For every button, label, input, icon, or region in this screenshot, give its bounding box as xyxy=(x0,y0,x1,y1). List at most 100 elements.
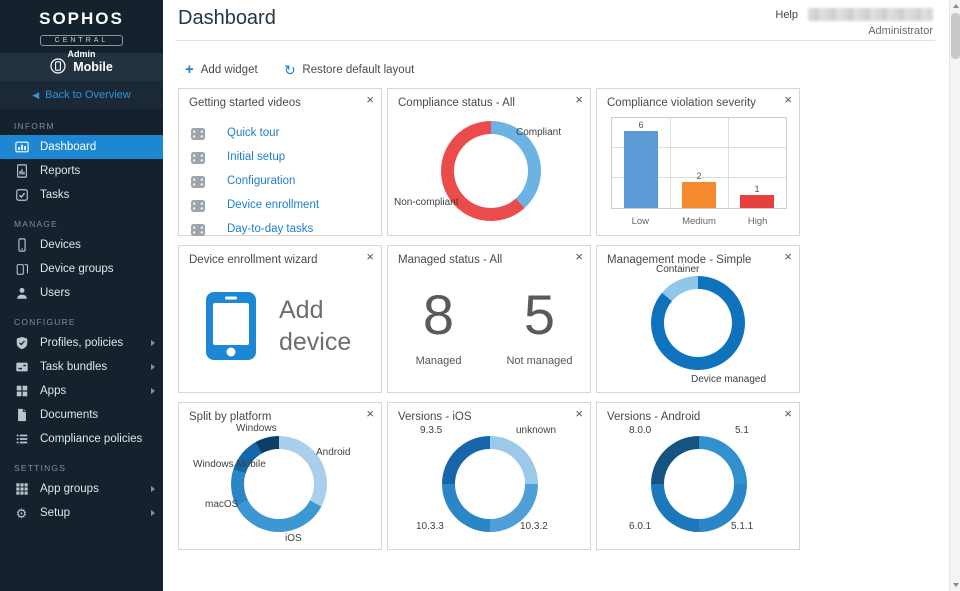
sidebar-item-setup[interactable]: ⚙ Setup xyxy=(0,501,163,525)
video-link-day-to-day-tasks[interactable]: Day-to-day tasks xyxy=(191,217,373,241)
task-bundles-icon xyxy=(14,360,29,375)
sidebar-item-users[interactable]: Users xyxy=(0,281,163,305)
bar-rect xyxy=(740,195,774,208)
help-link[interactable]: Help xyxy=(775,8,798,21)
versions-ios-donut xyxy=(442,436,538,532)
close-widget-icon[interactable]: × xyxy=(366,92,374,107)
scrollbar-thumb[interactable] xyxy=(951,13,960,59)
sidebar-item-reports[interactable]: Reports xyxy=(0,159,163,183)
sidebar-item-task-bundles[interactable]: Task bundles xyxy=(0,355,163,379)
donut-label-1032: 10.3.2 xyxy=(520,521,548,532)
scroll-up-arrow[interactable] xyxy=(950,0,960,12)
user-email-redacted xyxy=(808,8,933,21)
donut-label-container: Container xyxy=(656,264,700,275)
brand-product: CENTRAL xyxy=(39,35,124,46)
plus-icon: + xyxy=(185,61,194,78)
main-content: Dashboard Help Administrator + Add widge… xyxy=(163,0,949,591)
section-manage: MANAGE xyxy=(14,219,59,229)
chevron-right-icon xyxy=(151,364,155,370)
brand-name: SOPHOS xyxy=(39,9,124,28)
add-widget-label: Add widget xyxy=(200,63,258,76)
donut-label-1033: 10.3.3 xyxy=(416,521,444,532)
bar-rect xyxy=(624,130,658,208)
page-title: Dashboard xyxy=(178,7,276,29)
donut-label-935: 9.3.5 xyxy=(420,425,443,436)
context-switcher-mobile[interactable]: Mobile xyxy=(0,53,163,81)
nav-label: Device groups xyxy=(40,263,114,275)
video-link-quick-tour[interactable]: Quick tour xyxy=(191,121,373,145)
category-high: High xyxy=(747,216,768,227)
donut-label-compliant: Compliant xyxy=(516,127,562,138)
close-widget-icon[interactable]: × xyxy=(366,406,374,421)
donut-label-unknown: unknown xyxy=(516,425,557,436)
section-configure: CONFIGURE xyxy=(14,317,76,327)
add-widget-button[interactable]: + Add widget xyxy=(185,62,258,77)
sidebar-item-tasks[interactable]: Tasks xyxy=(0,183,163,207)
widget-split-by-platform: Split by platform × Windows Android Wind… xyxy=(178,402,382,550)
widget-versions-ios: Versions - iOS × 9.3.5 unknown 10.3.3 10… xyxy=(387,402,591,550)
sidebar-item-app-groups[interactable]: App groups xyxy=(0,477,163,501)
reports-icon xyxy=(14,164,29,179)
nav-label: Users xyxy=(40,287,71,299)
chevron-right-icon xyxy=(151,510,155,516)
compliance-status-donut xyxy=(441,121,541,221)
back-to-overview[interactable]: ◀ Back to Overview xyxy=(0,81,163,109)
sidebar-item-documents[interactable]: Documents xyxy=(0,403,163,427)
video-icon xyxy=(191,223,205,236)
video-link-label: Day-to-day tasks xyxy=(227,223,314,235)
widget-title: Split by platform xyxy=(189,411,272,423)
sidebar-item-device-groups[interactable]: Device groups xyxy=(0,257,163,281)
restore-icon: ↺ xyxy=(283,61,296,78)
nav-label: Tasks xyxy=(40,189,70,201)
user-role-label: Administrator xyxy=(868,25,933,37)
video-link-device-enrollment[interactable]: Device enrollment xyxy=(191,193,373,217)
donut-label-800: 8.0.0 xyxy=(629,425,652,436)
add-device-button[interactable]: Add device xyxy=(205,291,369,361)
video-link-label: Device enrollment xyxy=(227,199,320,211)
bar-chart-plot: 6 2 1 xyxy=(611,117,787,209)
donut-label-non-compliant: Non-compliant xyxy=(394,197,459,208)
users-icon xyxy=(14,286,29,301)
donut-label-511: 5.1.1 xyxy=(731,521,754,532)
close-widget-icon[interactable]: × xyxy=(575,92,583,107)
close-widget-icon[interactable]: × xyxy=(784,406,792,421)
restore-default-layout-button[interactable]: ↺ Restore default layout xyxy=(283,61,415,78)
video-icon xyxy=(191,127,205,140)
bar-value-label: 6 xyxy=(638,119,644,130)
scroll-down-arrow[interactable] xyxy=(950,579,960,591)
split-platform-donut xyxy=(231,436,327,532)
sidebar-item-compliance-policies[interactable]: Compliance policies xyxy=(0,427,163,451)
nav-label: Apps xyxy=(40,385,67,397)
donut-label-macos: macOS xyxy=(205,499,239,510)
dashboard-toolbar: + Add widget ↺ Restore default layout xyxy=(185,61,415,78)
close-widget-icon[interactable]: × xyxy=(575,249,583,264)
mobile-phone-icon xyxy=(50,57,66,77)
widget-versions-android: Versions - Android × 8.0.0 5.1 6.0.1 5.1… xyxy=(596,402,800,550)
dashboard-icon xyxy=(14,140,29,155)
bar-rect xyxy=(682,182,716,208)
bar-value-label: 2 xyxy=(696,171,702,182)
sidebar-item-devices[interactable]: Devices xyxy=(0,233,163,257)
gear-icon: ⚙ xyxy=(15,505,28,521)
chevron-right-icon xyxy=(151,340,155,346)
category-low: Low xyxy=(631,216,650,227)
close-widget-icon[interactable]: × xyxy=(366,249,374,264)
sidebar-item-dashboard[interactable]: Dashboard xyxy=(0,135,163,159)
app-groups-grid-icon xyxy=(14,482,29,497)
video-icon xyxy=(191,199,205,212)
sidebar-item-apps[interactable]: Apps xyxy=(0,379,163,403)
category-medium: Medium xyxy=(682,216,716,227)
video-link-configuration[interactable]: Configuration xyxy=(191,169,373,193)
widget-title: Device enrollment wizard xyxy=(189,254,318,266)
close-widget-icon[interactable]: × xyxy=(575,406,583,421)
donut-label-windows: Windows xyxy=(236,423,277,434)
close-widget-icon[interactable]: × xyxy=(784,92,792,107)
vertical-scrollbar[interactable] xyxy=(949,0,960,591)
sidebar-item-profiles-policies[interactable]: Profiles, policies xyxy=(0,331,163,355)
widget-title: Compliance status - All xyxy=(398,97,515,109)
section-settings: SETTINGS xyxy=(14,463,67,473)
nav-label: Compliance policies xyxy=(40,433,143,445)
video-link-initial-setup[interactable]: Initial setup xyxy=(191,145,373,169)
close-widget-icon[interactable]: × xyxy=(784,249,792,264)
widget-device-enrollment-wizard: Device enrollment wizard × Add device xyxy=(178,245,382,393)
